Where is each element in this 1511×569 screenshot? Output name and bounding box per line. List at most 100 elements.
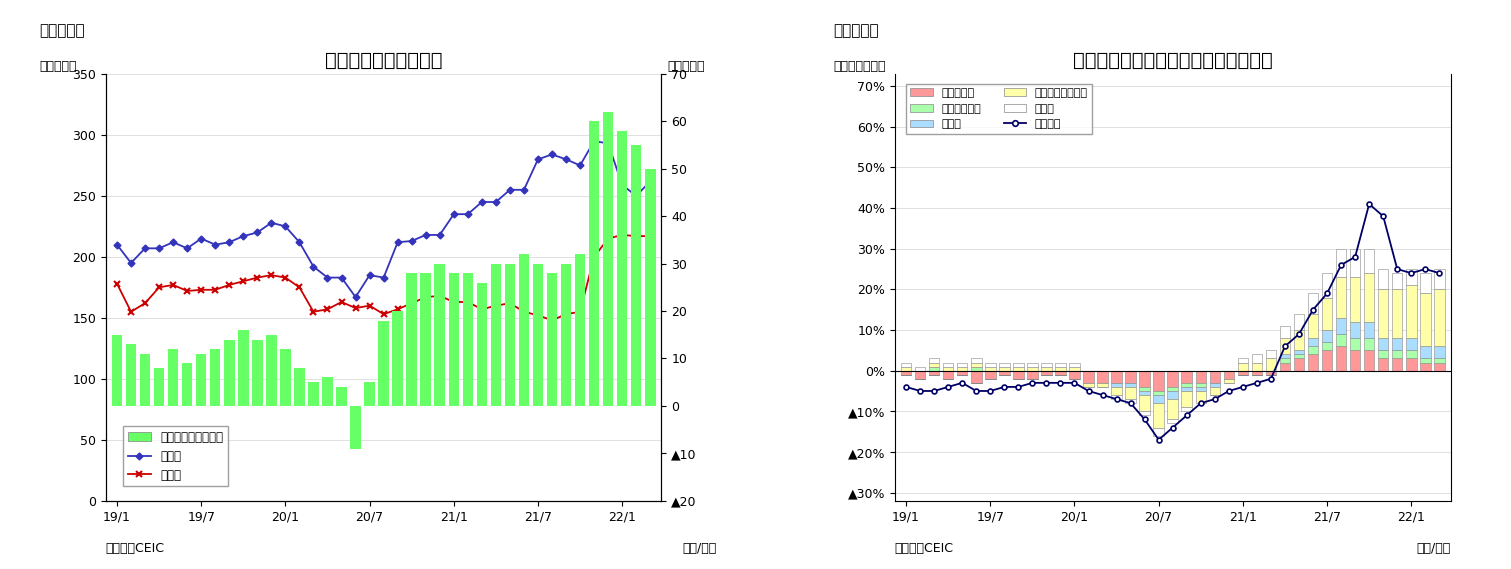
Bar — [393, 311, 403, 406]
Bar — [449, 273, 459, 406]
Bar — [378, 320, 388, 406]
Bar — [1336, 347, 1346, 370]
Bar — [1364, 249, 1375, 273]
Bar — [1027, 370, 1038, 379]
Bar — [533, 263, 544, 406]
Bar — [1293, 358, 1304, 370]
Bar — [1378, 290, 1389, 338]
Bar — [1209, 370, 1219, 383]
Bar — [1209, 383, 1219, 387]
Bar — [1153, 391, 1163, 395]
Bar — [956, 362, 967, 366]
Bar — [1153, 370, 1163, 391]
Bar — [943, 366, 953, 370]
Bar — [1139, 391, 1150, 395]
Bar — [1251, 362, 1262, 370]
Bar — [252, 340, 263, 406]
Bar — [196, 354, 207, 406]
Bar — [1182, 391, 1192, 407]
Bar — [1238, 358, 1248, 362]
Bar — [901, 370, 911, 375]
Text: （億ドル）: （億ドル） — [666, 60, 704, 73]
Bar — [1139, 370, 1150, 387]
Bar — [1407, 285, 1416, 338]
Bar — [1209, 387, 1219, 395]
Bar — [476, 283, 487, 406]
Bar — [1266, 370, 1277, 375]
Bar — [956, 370, 967, 375]
Bar — [1027, 366, 1038, 370]
Bar — [1322, 273, 1333, 298]
Bar — [1309, 314, 1318, 338]
Bar — [1322, 330, 1333, 342]
Bar — [1182, 407, 1192, 411]
Bar — [929, 366, 940, 370]
Bar — [1041, 362, 1052, 366]
Bar — [406, 273, 417, 406]
Bar — [985, 362, 996, 366]
Bar — [1280, 338, 1290, 354]
Bar — [1139, 411, 1150, 415]
Bar — [1293, 330, 1304, 351]
Bar — [1407, 351, 1416, 358]
Bar — [462, 273, 473, 406]
Bar — [1434, 362, 1445, 370]
Bar — [929, 358, 940, 362]
Bar — [972, 362, 982, 366]
Bar — [1238, 362, 1248, 370]
Bar — [956, 366, 967, 370]
Bar — [1420, 294, 1431, 347]
Bar — [1293, 351, 1304, 354]
Bar — [280, 349, 290, 406]
Bar — [266, 335, 277, 406]
Text: （資料）CEIC: （資料）CEIC — [895, 542, 953, 555]
Bar — [1126, 370, 1136, 383]
Bar — [1434, 269, 1445, 290]
Bar — [1168, 387, 1179, 391]
Bar — [616, 131, 627, 406]
Bar — [1070, 370, 1080, 379]
Bar — [929, 370, 940, 375]
Bar — [1012, 362, 1023, 366]
Bar — [168, 349, 178, 406]
Text: （年/月）: （年/月） — [683, 542, 718, 555]
Bar — [1392, 290, 1402, 338]
Text: （図表８）: （図表８） — [834, 23, 879, 38]
Bar — [1168, 391, 1179, 399]
Text: （億ドル）: （億ドル） — [39, 60, 77, 73]
Bar — [1097, 370, 1108, 383]
Text: （年/月）: （年/月） — [1416, 542, 1451, 555]
Bar — [1349, 338, 1360, 351]
Bar — [1407, 358, 1416, 370]
Bar — [1322, 342, 1333, 351]
Bar — [337, 387, 348, 406]
Bar — [1349, 322, 1360, 338]
Bar — [1280, 354, 1290, 358]
Bar — [901, 366, 911, 370]
Bar — [1168, 399, 1179, 419]
Bar — [210, 349, 221, 406]
Bar — [1280, 326, 1290, 338]
Bar — [972, 358, 982, 362]
Bar — [435, 263, 446, 406]
Bar — [1012, 370, 1023, 379]
Bar — [589, 121, 600, 406]
Bar — [1126, 399, 1136, 403]
Bar — [914, 366, 925, 370]
Bar — [1195, 387, 1206, 391]
Bar — [999, 370, 1009, 375]
Bar — [1139, 387, 1150, 391]
Bar — [1392, 351, 1402, 358]
Bar — [1195, 391, 1206, 403]
Bar — [1293, 314, 1304, 330]
Bar — [1070, 362, 1080, 366]
Bar — [1322, 351, 1333, 370]
Bar — [491, 263, 502, 406]
Bar — [1055, 362, 1065, 366]
Bar — [1238, 370, 1248, 375]
Bar — [999, 362, 1009, 366]
Bar — [1378, 269, 1389, 290]
Bar — [1364, 273, 1375, 322]
Bar — [1182, 370, 1192, 383]
Bar — [505, 263, 515, 406]
